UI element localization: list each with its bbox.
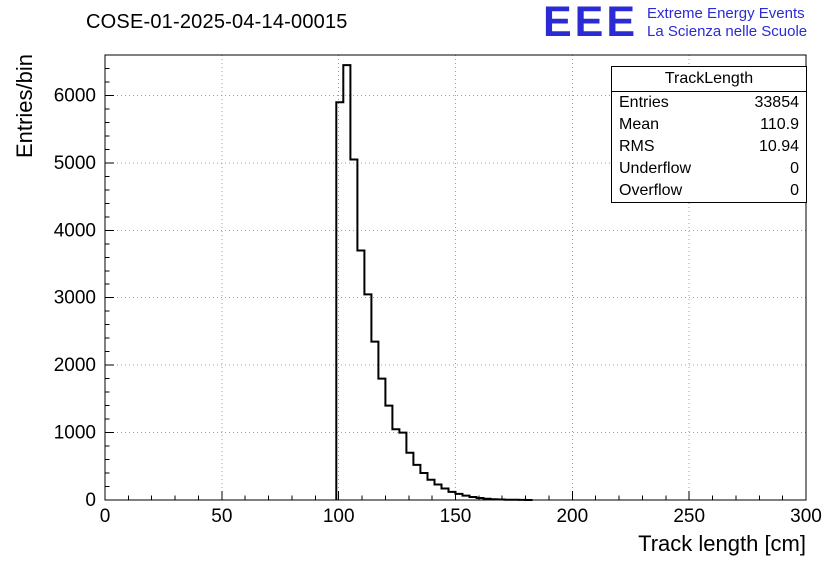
stats-label: Underflow [619,160,692,177]
stats-label: Entries [619,94,669,111]
stats-row-overflow: Overflow 0 [612,180,806,202]
y-tick-label: 5000 [54,153,96,174]
eee-logo-line1: Extreme Energy Events [647,5,805,22]
y-tick-label: 6000 [54,85,96,106]
stats-value: 33854 [754,94,800,111]
stats-label: RMS [619,138,655,155]
stats-value: 110.9 [760,116,799,133]
stats-row-underflow: Underflow 0 [612,158,806,180]
x-tick-label: 250 [673,506,705,527]
stats-value: 0 [790,160,799,177]
stats-value: 0 [790,182,799,199]
stats-row-entries: Entries 33854 [612,92,806,114]
y-tick-label: 0 [85,490,96,511]
eee-logo-caption: Extreme Energy Events La Scienza nelle S… [647,5,807,41]
eee-logo-line2: La Scienza nelle Scuole [647,23,808,40]
x-tick-label: 0 [100,506,111,527]
eee-logo-text: EEE [543,0,639,46]
x-tick-label: 200 [556,506,588,527]
stats-row-rms: RMS 10.94 [612,136,806,158]
stats-label: Overflow [619,182,683,199]
stats-box: TrackLength Entries 33854 Mean 110.9 RMS… [611,66,807,203]
y-tick-label: 2000 [54,355,96,376]
plot-title: COSE-01-2025-04-14-00015 [86,11,348,33]
x-tick-label: 300 [790,506,822,527]
stats-value: 10.94 [758,138,799,155]
y-axis-label: Entries/bin [12,54,37,158]
eee-logo: EEE Extreme Energy Events La Scienza nel… [543,0,807,46]
x-axis-label: Track length [cm] [638,531,806,556]
y-tick-label: 4000 [54,220,96,241]
stats-title: TrackLength [612,67,806,92]
x-tick-label: 100 [323,506,355,527]
histogram-line [335,64,533,501]
y-tick-label: 3000 [54,288,96,309]
y-tick-label: 1000 [54,423,96,444]
stats-row-mean: Mean 110.9 [612,114,806,136]
stats-label: Mean [619,116,660,133]
x-tick-label: 50 [211,506,232,527]
x-tick-label: 150 [440,506,472,527]
